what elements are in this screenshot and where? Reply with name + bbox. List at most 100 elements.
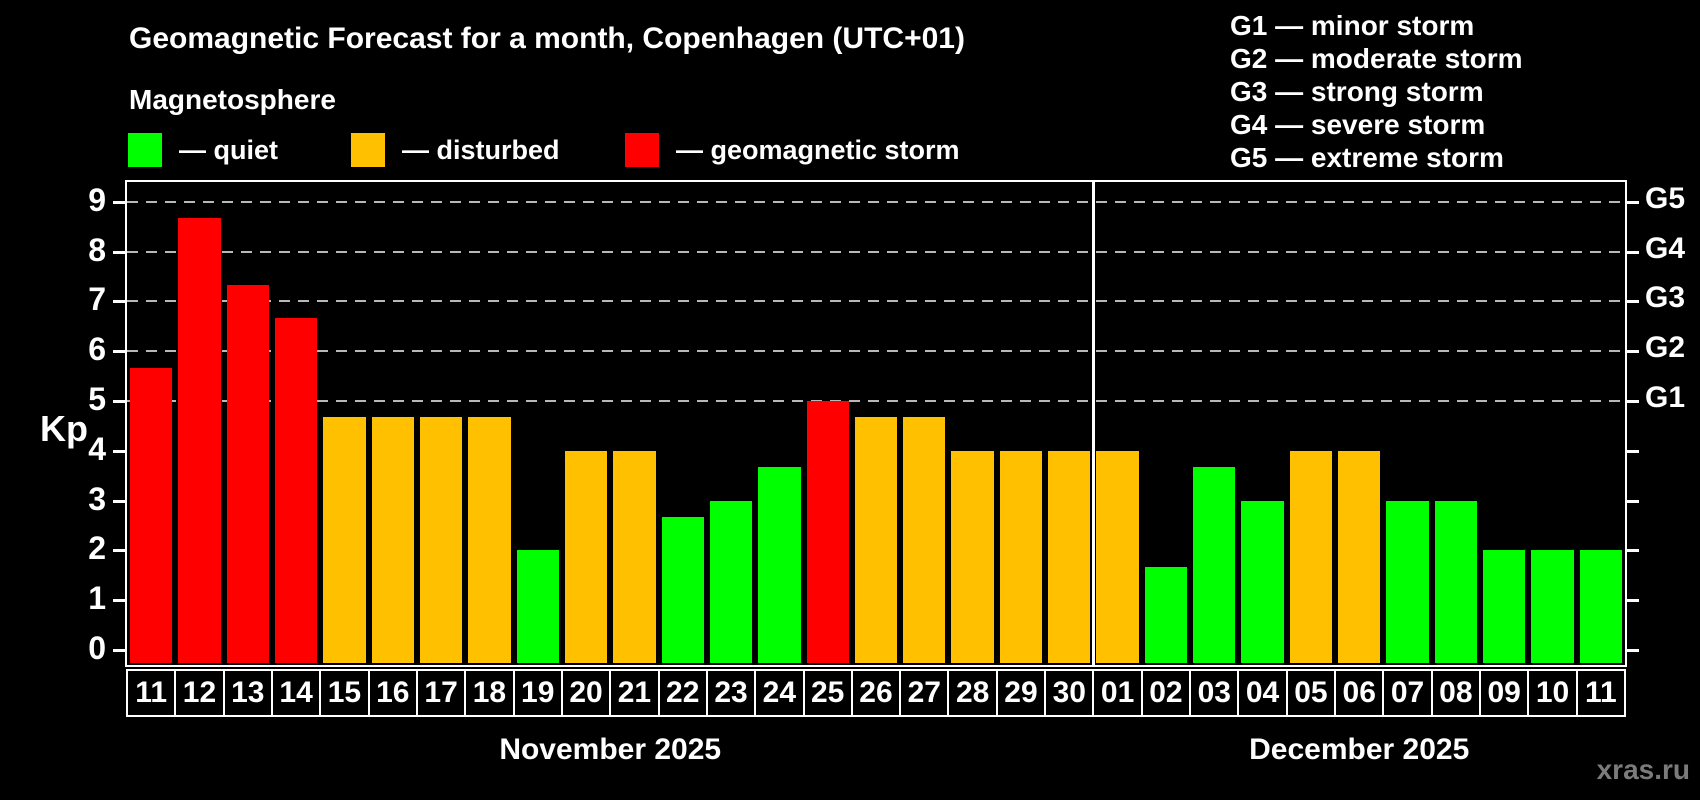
- kp-bar: [419, 417, 463, 663]
- day-cell: 30: [1044, 669, 1095, 717]
- day-cell: 02: [1140, 669, 1192, 717]
- y-axis-tick: [113, 400, 127, 403]
- y-axis-tick: [113, 599, 127, 603]
- y-axis-tick-label: 0: [88, 630, 106, 666]
- month-label: November 2025: [499, 733, 722, 766]
- kp-bar: [371, 417, 414, 663]
- right-axis-tick: [1625, 400, 1639, 403]
- right-axis-tick: [1625, 499, 1639, 503]
- day-cell: 19: [512, 669, 563, 717]
- y-axis-tick-label: 7: [88, 281, 106, 318]
- kp-bar: [1579, 550, 1622, 663]
- day-cell: 28: [947, 669, 998, 717]
- legend-label: — geomagnetic storm: [676, 134, 960, 165]
- kp-bar: [274, 317, 318, 663]
- y-axis-tick-label: 5: [88, 381, 106, 417]
- right-axis-tick: [1625, 599, 1639, 603]
- kp-bar: [178, 218, 221, 663]
- day-cell: 12: [174, 669, 225, 717]
- day-cell: 06: [1334, 669, 1385, 717]
- gridline: [127, 200, 1625, 203]
- legend-swatch-storm: [625, 133, 659, 167]
- kp-bar: [1483, 550, 1526, 663]
- g-scale-label: G1: [1645, 381, 1686, 414]
- kp-bar: [323, 417, 366, 663]
- day-cell: 17: [415, 669, 467, 717]
- y-axis-tick-label: 6: [88, 331, 106, 368]
- watermark: xras.ru: [1596, 754, 1690, 785]
- kp-bar: [661, 517, 704, 663]
- day-cell: 08: [1430, 669, 1482, 717]
- kp-bar: [130, 367, 173, 663]
- kp-bar: [1241, 500, 1284, 663]
- g-scale-legend: G1 — minor storm G2 — moderate storm G3 — …: [1230, 10, 1523, 175]
- kp-bar: [758, 467, 801, 663]
- y-axis-tick: [113, 499, 127, 503]
- g-legend-item: G1 — minor storm: [1230, 10, 1475, 41]
- right-axis-tick: [1625, 300, 1639, 304]
- gridline: [127, 300, 1625, 303]
- kp-bar: [1048, 450, 1091, 663]
- day-cell: 11: [126, 669, 177, 717]
- kp-bar: [1386, 500, 1429, 663]
- y-axis-tick: [113, 449, 127, 453]
- day-cell: 29: [995, 669, 1047, 717]
- day-cell: 13: [222, 669, 273, 717]
- day-cell: 16: [367, 669, 418, 717]
- y-axis-tick-label: 2: [88, 530, 106, 567]
- legend-swatch-quiet: [128, 133, 162, 167]
- right-axis-tick: [1625, 200, 1639, 204]
- month-label: December 2025: [1249, 733, 1470, 766]
- kp-bar: [999, 450, 1043, 663]
- kp-bar: [806, 401, 849, 663]
- day-cell: 10: [1527, 669, 1578, 717]
- g-scale-label: G2: [1645, 331, 1686, 365]
- kp-bar: [1289, 450, 1333, 663]
- legend-item: — geomagnetic storm: [625, 133, 960, 167]
- y-axis-tick: [113, 549, 127, 553]
- right-axis-tick: [1625, 250, 1639, 254]
- kp-bar: [1144, 566, 1188, 663]
- legend-swatch-disturbed: [351, 133, 385, 167]
- g-legend-item: G4 — severe storm: [1230, 109, 1486, 140]
- y-axis-title: Kp: [40, 408, 88, 449]
- kp-bar: [226, 284, 269, 663]
- day-cell: 20: [560, 669, 612, 717]
- legend-label: — quiet: [179, 134, 278, 165]
- right-axis-tick: [1625, 350, 1639, 354]
- day-cell: 03: [1189, 669, 1240, 717]
- g-scale-label: G4: [1645, 231, 1686, 265]
- g-scale-label: G3: [1645, 281, 1686, 315]
- day-cell: 07: [1382, 669, 1433, 717]
- y-axis-tick-label: 9: [88, 181, 106, 218]
- magnetosphere-label: Magnetosphere: [129, 84, 336, 115]
- month-separator-line: [1092, 182, 1096, 665]
- day-cell: 04: [1237, 669, 1288, 717]
- kp-bar: [1193, 467, 1236, 663]
- y-axis-tick: [113, 350, 127, 354]
- day-cell: 01: [1092, 669, 1143, 717]
- right-axis-tick: [1625, 649, 1639, 652]
- day-cell: 23: [705, 669, 757, 717]
- day-cell: 24: [754, 669, 805, 717]
- kp-bar: [564, 450, 608, 663]
- gridline: [127, 250, 1625, 253]
- y-axis-tick: [113, 200, 127, 204]
- y-axis-tick: [113, 300, 127, 304]
- kp-bar: [951, 450, 994, 663]
- gridline: [127, 400, 1625, 402]
- g-legend-item: G5 — extreme storm: [1230, 142, 1504, 173]
- day-cell: 25: [802, 669, 853, 717]
- day-cell: 18: [464, 669, 515, 717]
- gridline: [127, 350, 1625, 353]
- kp-bar: [854, 417, 898, 663]
- kp-bar: [1531, 550, 1574, 663]
- y-axis-tick-label: 3: [88, 480, 106, 517]
- kp-bar: [1434, 500, 1478, 663]
- kp-bar: [1096, 450, 1139, 663]
- day-cell: 26: [850, 669, 902, 717]
- chart-title: Geomagnetic Forecast for a month, Copenh…: [129, 22, 965, 55]
- kp-bar: [468, 417, 511, 663]
- day-cell: 27: [899, 669, 950, 717]
- day-cell: 22: [657, 669, 708, 717]
